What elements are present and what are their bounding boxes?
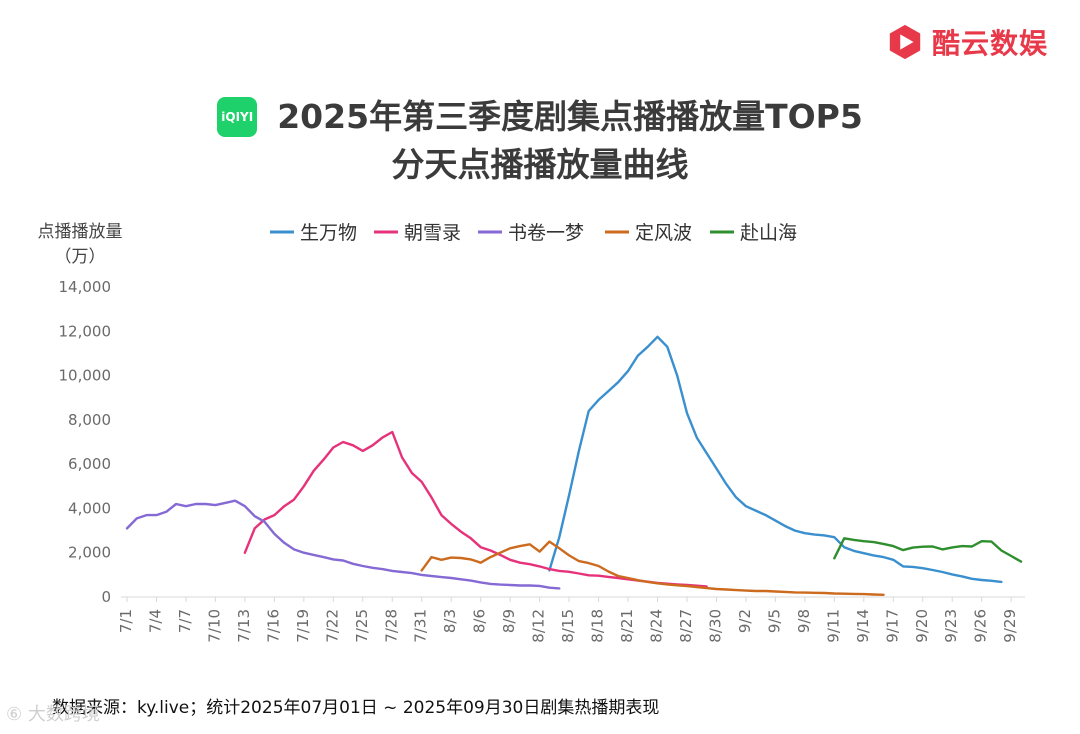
y-tick-label: 0 [101, 588, 111, 606]
x-tick-label: 9/26 [972, 609, 990, 643]
x-tick-label: 7/28 [382, 609, 400, 643]
legend-label: 定风波 [635, 222, 692, 244]
x-tick-label: 9/20 [913, 609, 931, 643]
line-chart: 点播播放量 （万） 生万物 朝雪录 书卷一梦 定风波 赴山海 0 2,000 4,000 6,… [38, 222, 1025, 643]
x-tick-label: 7/16 [264, 609, 282, 643]
series-line [420, 540, 885, 596]
x-tick-label: 7/19 [294, 609, 312, 643]
x-tick-label: 8/6 [471, 609, 489, 633]
x-axis: 7/1 7/4 7/7 7/10 7/13 7/16 7/19 7/22 7/25 7/28 7/3… [117, 597, 1019, 643]
x-tick-label: 7/25 [353, 609, 371, 643]
x-tick-label: 9/14 [854, 609, 872, 643]
legend-label: 赴山海 [740, 222, 797, 244]
y-tick-label: 2,000 [68, 544, 111, 562]
brand: 酷云数娱 [886, 22, 1048, 62]
x-tick-label: 9/5 [765, 609, 783, 633]
x-tick-label: 9/29 [1001, 609, 1019, 643]
series-line [548, 335, 1003, 584]
x-tick-label: 7/31 [412, 609, 430, 643]
x-tick-label: 7/10 [205, 609, 223, 643]
play-hexagon-icon [889, 24, 921, 60]
chart-title: iQIYI 2025年第三季度剧集点播播放量TOP5 分天点播播放量曲线 [0, 86, 1080, 189]
y-tick-label: 12,000 [59, 322, 112, 340]
legend: 生万物 朝雪录 书卷一梦 定风波 赴山海 [270, 222, 797, 244]
x-tick-label: 8/12 [530, 609, 548, 643]
x-tick-label: 8/3 [441, 609, 459, 633]
x-tick-label: 9/23 [942, 609, 960, 643]
x-tick-label: 7/4 [146, 609, 164, 633]
series-line [833, 537, 1023, 563]
x-tick-label: 8/24 [648, 609, 666, 643]
title-line-1: iQIYI 2025年第三季度剧集点播播放量TOP5 [0, 86, 1080, 141]
iqiyi-logo: iQIYI [217, 97, 258, 137]
data-source-note: 数据来源：ky.live；统计2025年07月01日 ~ 2025年09月30日… [52, 698, 660, 718]
x-tick-label: 8/30 [706, 609, 724, 643]
y-tick-label: 6,000 [68, 455, 111, 473]
y-tick-label: 14,000 [59, 278, 112, 296]
x-tick-label: 8/21 [618, 609, 636, 643]
legend-label: 生万物 [300, 222, 357, 244]
brand-name: 酷云数娱 [931, 27, 1048, 60]
series-line [243, 430, 708, 588]
title-line-1-text: 2025年第三季度剧集点播播放量TOP5 [277, 97, 863, 136]
x-tick-label: 8/9 [500, 609, 518, 633]
y-axis-unit: （万） [55, 247, 106, 267]
y-axis: 0 2,000 4,000 6,000 8,000 10,000 12,000 14,000 [59, 278, 112, 606]
series-lines [125, 335, 1023, 596]
x-tick-label: 8/15 [559, 609, 577, 643]
y-axis-title: 点播播放量 [38, 222, 123, 242]
x-tick-label: 9/11 [824, 609, 842, 643]
y-tick-label: 10,000 [59, 367, 112, 385]
y-tick-label: 4,000 [68, 499, 111, 517]
x-tick-label: 8/27 [677, 609, 695, 643]
x-tick-label: 9/17 [883, 609, 901, 643]
y-tick-label: 8,000 [68, 411, 111, 429]
watermark: ⑥ 大数跨境 [6, 704, 100, 725]
legend-label: 朝雪录 [404, 222, 461, 244]
series-line [125, 499, 561, 590]
x-tick-label: 7/13 [235, 609, 253, 643]
x-tick-label: 9/2 [736, 609, 754, 633]
x-tick-label: 7/7 [176, 609, 194, 633]
x-tick-label: 8/18 [589, 609, 607, 643]
title-line-2: 分天点播播放量曲线 [391, 145, 689, 184]
x-tick-label: 7/22 [323, 609, 341, 643]
legend-label: 书卷一梦 [508, 222, 584, 244]
x-tick-label: 9/8 [795, 609, 813, 633]
x-tick-label: 7/1 [117, 609, 135, 633]
